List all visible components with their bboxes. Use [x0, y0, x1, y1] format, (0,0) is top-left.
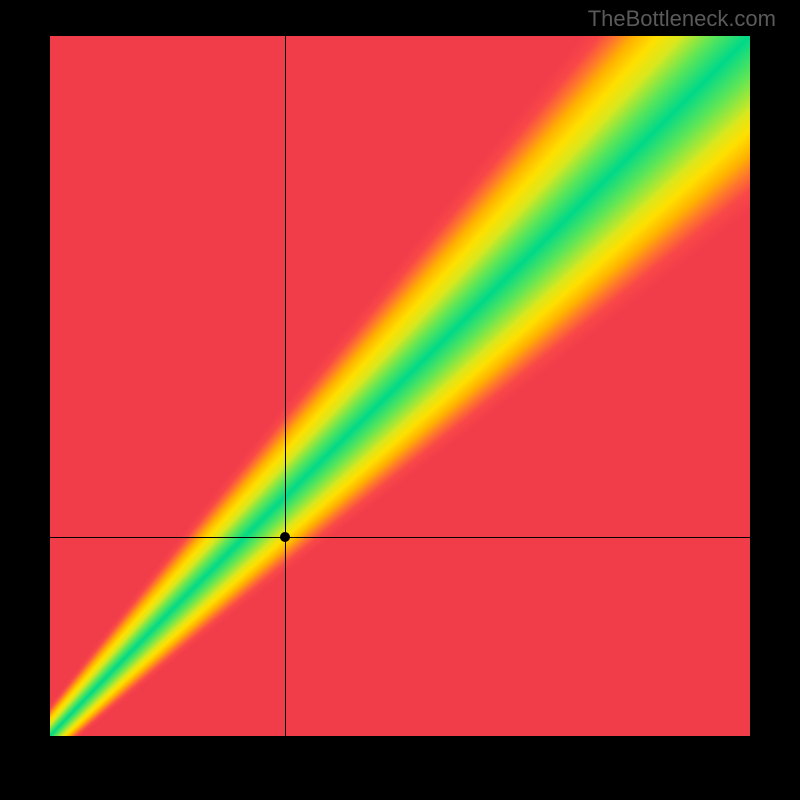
- marker-dot: [280, 532, 290, 542]
- bottleneck-heatmap: [50, 36, 750, 736]
- plot-area: [50, 36, 750, 736]
- crosshair-horizontal: [50, 537, 750, 538]
- watermark-text: TheBottleneck.com: [588, 6, 776, 32]
- crosshair-vertical: [285, 36, 286, 736]
